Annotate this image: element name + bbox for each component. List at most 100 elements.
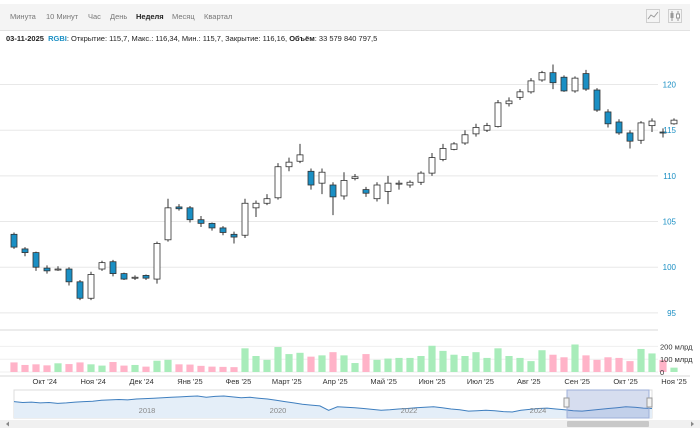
navigator-handle-left[interactable] [563, 397, 570, 408]
candle-body[interactable] [87, 274, 95, 299]
candle-body[interactable] [351, 176, 359, 180]
candle-body[interactable] [571, 77, 579, 92]
volume-bar [538, 350, 546, 372]
info-date: 03-11-2025 [6, 34, 44, 43]
tab-10-minutes[interactable]: 10 Минут [46, 12, 79, 21]
candle-body[interactable] [483, 125, 491, 131]
candle-body[interactable] [307, 170, 315, 186]
candle-body[interactable] [208, 222, 216, 229]
candle-body[interactable] [560, 76, 568, 92]
candle-body[interactable] [604, 111, 612, 125]
candle-body[interactable] [472, 127, 480, 135]
scrollbar-track[interactable] [0, 420, 700, 428]
tab-month[interactable]: Месяц [172, 12, 195, 21]
candle-body[interactable] [615, 121, 623, 134]
candle-body[interactable] [109, 261, 117, 274]
x-tick-label: Июн '25 [418, 377, 445, 386]
candle-body[interactable] [318, 171, 326, 184]
candle-body[interactable] [406, 181, 414, 186]
candle-body[interactable] [538, 72, 546, 81]
candle-body[interactable] [65, 268, 73, 283]
candle-body[interactable] [175, 206, 183, 210]
candle-body[interactable] [230, 233, 238, 238]
candle-body[interactable] [549, 72, 557, 84]
candle-body[interactable] [274, 166, 282, 199]
candle-body[interactable] [626, 132, 634, 142]
scroll-left-arrow-icon[interactable] [6, 421, 9, 427]
candle-body[interactable] [461, 134, 469, 144]
candle-body[interactable] [10, 233, 18, 248]
tab-day[interactable]: День [110, 12, 128, 21]
candle-body[interactable] [516, 91, 524, 98]
candle-body[interactable] [637, 122, 645, 141]
tab-quarter[interactable]: Квартал [204, 12, 233, 21]
candle-body[interactable] [417, 172, 425, 183]
candle-body[interactable] [384, 182, 392, 192]
candlestick-chart-icon[interactable] [668, 9, 682, 23]
candle-body[interactable] [527, 80, 535, 93]
navigator-year-label: 2020 [270, 406, 287, 415]
x-tick-label: Июл '25 [467, 377, 494, 386]
candle-body[interactable] [120, 273, 128, 280]
candle-body[interactable] [659, 131, 667, 134]
volume-bar [560, 357, 568, 372]
y-tick-label: 110 [663, 172, 676, 181]
candle-body[interactable] [296, 154, 304, 162]
candle-body[interactable] [197, 219, 205, 224]
candle-body[interactable] [186, 207, 194, 221]
candle-body[interactable] [142, 275, 150, 279]
line-chart-icon[interactable] [646, 9, 660, 23]
candle-body[interactable] [373, 184, 381, 200]
candle-body[interactable] [648, 120, 656, 127]
candle-body[interactable] [670, 119, 678, 125]
navigator-selection[interactable] [566, 389, 650, 419]
timeframe-tabbar: Минута 10 Минут Час День Неделя Месяц Кв… [0, 4, 690, 31]
tab-week[interactable]: Неделя [136, 12, 164, 21]
candle-body[interactable] [32, 252, 40, 268]
candle-body[interactable] [164, 207, 172, 241]
x-tick-label: Ноя '25 [661, 377, 687, 386]
scrollbar-thumb[interactable] [567, 421, 649, 427]
volume-bar [318, 355, 326, 372]
volume-bar [219, 366, 227, 372]
candle-body[interactable] [153, 243, 161, 280]
candle-body[interactable] [428, 157, 436, 174]
volume-bar [340, 355, 348, 372]
candle-body[interactable] [395, 182, 403, 185]
tab-hour[interactable]: Час [88, 12, 101, 21]
volume-bar [527, 361, 535, 372]
volume-tick-label: 0 [660, 368, 664, 377]
candle-body[interactable] [76, 281, 84, 299]
candle-body[interactable] [329, 184, 337, 198]
candle-body[interactable] [252, 202, 260, 209]
candle-body[interactable] [21, 248, 29, 253]
candle-body[interactable] [43, 267, 51, 272]
volume-bar [43, 365, 51, 372]
candle-body[interactable] [54, 268, 62, 271]
volume-bar [582, 355, 590, 372]
candle-body[interactable] [582, 73, 590, 90]
candle-body[interactable] [593, 89, 601, 111]
volume-bar [571, 344, 579, 372]
candle-body[interactable] [219, 227, 227, 233]
tab-minute[interactable]: Минута [10, 12, 36, 21]
candle-body[interactable] [505, 100, 513, 105]
candle-body[interactable] [241, 202, 249, 236]
navigator-handle-right[interactable] [646, 397, 653, 408]
candle-body[interactable] [131, 276, 139, 279]
volume-bar [32, 364, 40, 372]
volume-bar [428, 345, 436, 372]
candle-body[interactable] [263, 198, 271, 204]
volume-bar [373, 359, 381, 372]
volume-bar [164, 359, 172, 372]
scroll-right-arrow-icon[interactable] [691, 421, 694, 427]
candle-body[interactable] [494, 102, 502, 127]
ohlc-info-line: 03-11-2025 RGBI: Открытие: 115,7, Макс.:… [6, 34, 377, 43]
x-tick-label: Авг '25 [517, 377, 541, 386]
candle-body[interactable] [285, 161, 293, 168]
candle-body[interactable] [450, 143, 458, 150]
candle-body[interactable] [362, 189, 370, 194]
candle-body[interactable] [439, 148, 447, 160]
candle-body[interactable] [340, 180, 348, 197]
candle-body[interactable] [98, 262, 106, 270]
